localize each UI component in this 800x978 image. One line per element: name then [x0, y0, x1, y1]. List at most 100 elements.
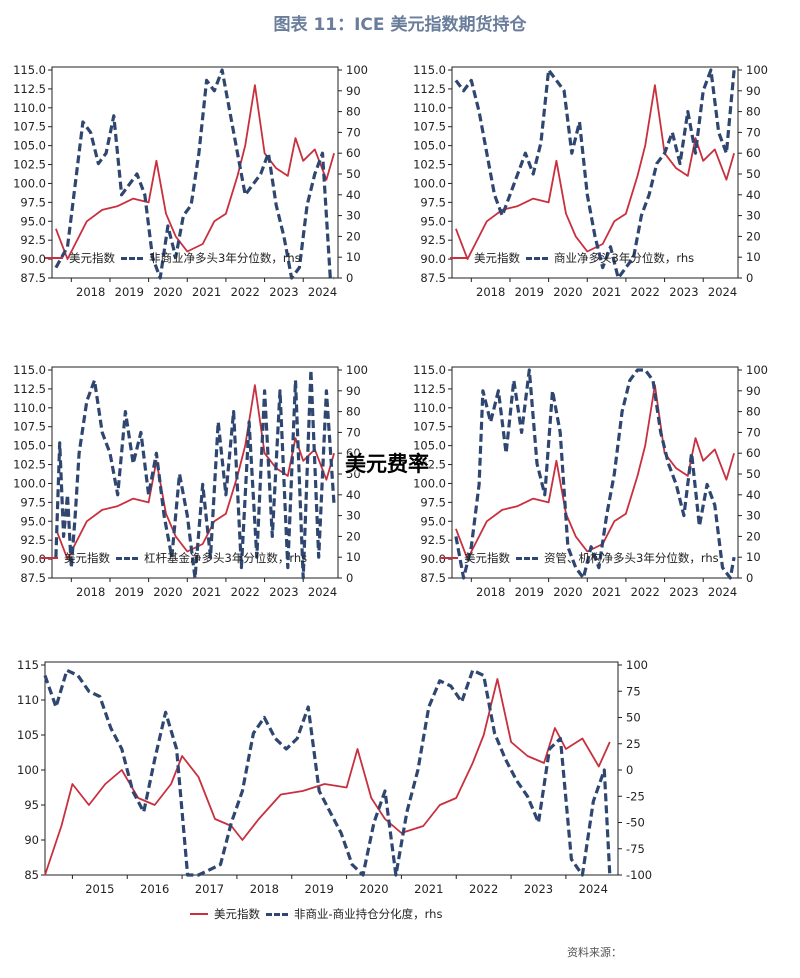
x-tick-label: 2020 [553, 285, 582, 299]
chart-svg: 87.5 90.0 92.5 95.0 97.5 100.0 102.5 105.0 107.5… [413, 363, 768, 599]
left-tick-label: 97.5 [420, 495, 446, 509]
x-tick-label: 2019 [515, 285, 544, 299]
x-tick-label: 2019 [305, 882, 334, 896]
chart-svg: 87.5 90.0 92.5 95.0 97.5 100.0 102.5 105.0 107.5… [13, 363, 368, 599]
dxy-line [44, 678, 611, 876]
right-tick-label: 100 [346, 63, 368, 77]
right-tick-label: -75 [626, 842, 645, 856]
left-tick-label: 102.5 [13, 158, 46, 172]
left-tick-label: 102.5 [13, 458, 46, 472]
position-line [454, 368, 736, 580]
x-tick-label: 2017 [195, 882, 224, 896]
left-tick-label: 115.0 [13, 63, 46, 77]
left-tick-label: 107.5 [413, 420, 446, 434]
right-tick-label: 20 [746, 529, 761, 543]
right-tick-label: 75 [626, 684, 641, 698]
legend-swatch-dxy [45, 257, 63, 259]
overlay-caption: 美元费率 [345, 452, 429, 476]
left-tick-label: 115.0 [13, 363, 46, 377]
left-tick-label: 105.0 [413, 139, 446, 153]
left-tick-label: 105 [17, 728, 39, 742]
position-line [54, 68, 335, 280]
plot-frame [51, 366, 339, 579]
right-tick-label: 25 [626, 737, 641, 751]
right-tick-label: 40 [746, 188, 761, 202]
right-tick-label: 90 [346, 84, 361, 98]
left-tick-label: 95.0 [20, 514, 46, 528]
source-note: 资料来源： [567, 946, 622, 959]
right-tick-label: -25 [626, 789, 645, 803]
left-tick-label: 112.5 [413, 82, 446, 96]
right-tick-label: 100 [626, 658, 648, 672]
position-line [43, 668, 612, 877]
legend-label-dxy: 美元指数 [64, 551, 110, 565]
left-tick-label: 110.0 [413, 401, 446, 415]
x-tick-label: 2021 [592, 585, 621, 599]
plot-frame [451, 66, 739, 279]
x-tick-label: 2024 [708, 585, 737, 599]
left-tick-label: 110.0 [13, 401, 46, 415]
left-tick-label: 112.5 [413, 382, 446, 396]
legend-swatch-dxy [40, 557, 58, 559]
legend-label-dxy: 美元指数 [474, 251, 520, 265]
right-tick-label: 60 [746, 446, 761, 460]
left-tick-label: 95.0 [420, 214, 446, 228]
right-tick-label: 80 [746, 105, 761, 119]
right-tick-label: 70 [346, 125, 361, 139]
right-tick-label: 0 [626, 763, 633, 777]
chart-svg: 87.5 90.0 92.5 95.0 97.5 100.0 102.5 105.0 107.5… [413, 63, 768, 299]
x-tick-label: 2021 [192, 285, 221, 299]
left-tick-label: 100.0 [13, 176, 46, 190]
x-tick-label: 2016 [140, 882, 169, 896]
plot-frame [51, 66, 339, 279]
right-tick-label: 80 [346, 105, 361, 119]
right-tick-label: 30 [746, 209, 761, 223]
right-tick-label: 40 [346, 488, 361, 502]
left-tick-label: 107.5 [13, 120, 46, 134]
right-tick-label: 10 [346, 250, 361, 264]
right-tick-label: 50 [626, 711, 641, 725]
chart-legend: 美元指数 非商业净多头3年分位数，rhs [45, 250, 301, 266]
x-tick-label: 2022 [231, 585, 260, 599]
legend-label-position: 非商业净多头3年分位数，rhs [149, 251, 301, 265]
chart-legend: 美元指数 非商业-商业持仓分化度，rhs [190, 906, 442, 922]
x-tick-label: 2018 [476, 585, 505, 599]
legend-swatch-dxy [190, 913, 208, 915]
chart-legend: 美元指数 资管、机构净多头3年分位数，rhs [440, 550, 719, 566]
legend-label-dxy: 美元指数 [69, 251, 115, 265]
legend-label-dxy: 美元指数 [464, 551, 510, 565]
legend-swatch-dxy [440, 557, 458, 559]
x-tick-label: 2022 [631, 585, 660, 599]
left-tick-label: 115.0 [413, 363, 446, 377]
dxy-line [455, 384, 735, 561]
right-tick-label: 60 [746, 146, 761, 160]
left-tick-label: 90 [24, 833, 39, 847]
x-tick-label: 2018 [76, 285, 105, 299]
position-line [454, 68, 736, 280]
right-tick-label: 60 [346, 446, 361, 460]
left-tick-label: 87.5 [420, 571, 446, 585]
left-tick-label: 100.0 [413, 476, 446, 490]
right-tick-label: 90 [746, 84, 761, 98]
chart-panel-asset-managers: 87.5 90.0 92.5 95.0 97.5 100.0 102.5 105.0 107.5… [400, 355, 800, 625]
right-tick-label: 40 [746, 488, 761, 502]
x-tick-label: 2021 [592, 285, 621, 299]
right-tick-label: 0 [346, 271, 353, 285]
left-tick-label: 95.0 [20, 214, 46, 228]
left-tick-label: 92.5 [20, 533, 46, 547]
right-tick-label: 50 [346, 167, 361, 181]
left-tick-label: 85 [24, 868, 39, 882]
left-tick-label: 102.5 [413, 158, 446, 172]
left-tick-label: 100 [17, 763, 39, 777]
legend-swatch-position [121, 256, 143, 260]
right-tick-label: 10 [746, 250, 761, 264]
left-tick-label: 110 [17, 693, 39, 707]
left-tick-label: 90.0 [20, 552, 46, 566]
right-tick-label: 20 [346, 529, 361, 543]
chart-svg: 85 90 95 100 105 110 115 -100 -75 -50 -25 0 25 50 75 10… [17, 658, 652, 896]
x-tick-label: 2023 [269, 285, 298, 299]
legend-swatch-position [516, 556, 538, 560]
legend-swatch-position [116, 556, 138, 560]
x-tick-label: 2020 [553, 585, 582, 599]
right-tick-label: 100 [346, 363, 368, 377]
